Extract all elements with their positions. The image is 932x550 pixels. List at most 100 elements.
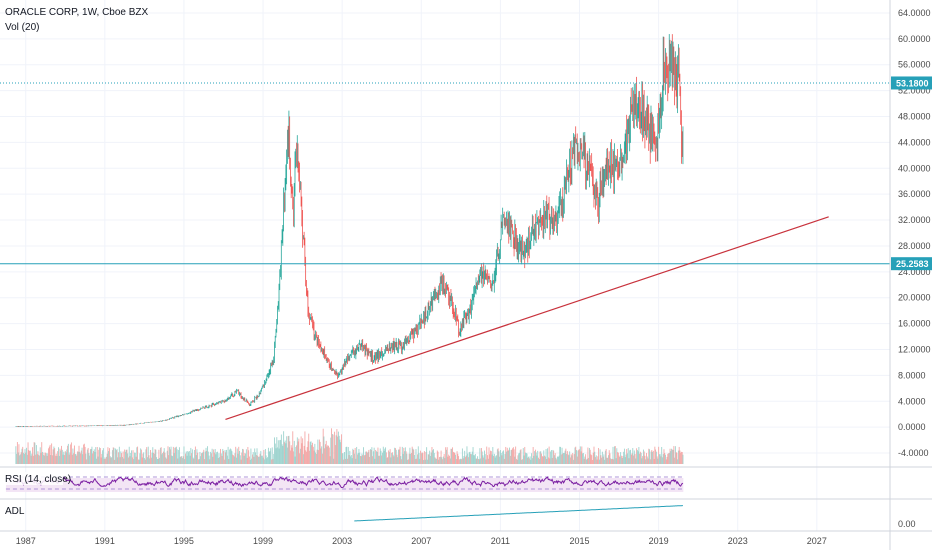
volume-bar: [418, 453, 420, 464]
volume-bar: [19, 454, 21, 464]
volume-bar: [580, 451, 582, 464]
volume-bar: [236, 448, 238, 464]
price-axis-labels[interactable]: 64.0000 60.0000 56.0000 52.0000 48.0000 44.00…: [898, 8, 931, 458]
volume-bar: [425, 452, 427, 464]
volume-bar: [493, 453, 495, 464]
volume-bar: [659, 454, 661, 464]
volume-bar: [656, 456, 658, 464]
horizontal-lines[interactable]: [0, 82, 890, 265]
volume-bar: [452, 447, 453, 464]
volume-bar: [47, 453, 49, 464]
volume-bar: [251, 454, 253, 464]
volume-bar: [601, 457, 603, 464]
volume-bar: [293, 440, 295, 464]
price-tick-label: 52.0000: [898, 86, 931, 96]
volume-bar: [325, 444, 326, 464]
volume-bar: [600, 455, 602, 464]
volume-bar: [195, 455, 197, 464]
volume-bar: [192, 457, 194, 464]
volume-bar: [681, 451, 683, 464]
volume-bar: [249, 459, 251, 464]
volume-bar: [118, 452, 120, 464]
volume-bar: [354, 448, 356, 464]
volume-bar: [172, 456, 174, 464]
volume-bar: [342, 453, 344, 464]
volume-bar: [194, 449, 196, 464]
volume-bar: [670, 451, 672, 464]
volume-bar: [198, 459, 200, 464]
trendline[interactable]: [225, 216, 829, 420]
volume-bar: [671, 448, 673, 464]
volume-bar: [679, 450, 681, 464]
volume-bar: [45, 452, 46, 464]
volume-bar: [611, 458, 613, 464]
volume-bar: [436, 458, 437, 464]
volume-bar: [44, 455, 46, 464]
volume-bar: [225, 452, 227, 464]
volume-bar: [637, 451, 639, 464]
volume-label: Vol (20): [5, 22, 39, 33]
volume-bar: [598, 459, 600, 464]
volume-bar: [455, 459, 457, 464]
volume-bar: [632, 448, 634, 464]
volume-bar: [156, 457, 158, 464]
volume-bar: [58, 447, 59, 464]
volume-bar: [104, 457, 106, 464]
volume-bar: [398, 449, 400, 464]
volume-bar: [369, 449, 371, 464]
volume-bar: [582, 453, 584, 464]
volume-bar: [268, 451, 270, 464]
volume-bar: [217, 458, 219, 464]
adl-axis-value: 0.00: [898, 519, 916, 529]
volume-bar: [595, 455, 597, 464]
volume-bar: [565, 448, 567, 464]
volume-bar: [274, 437, 275, 464]
volume-bar: [190, 447, 192, 464]
volume-bar: [524, 446, 526, 464]
volume-bar: [658, 454, 660, 464]
volume-bar: [560, 446, 561, 464]
volume-bar: [506, 451, 507, 464]
price-tick-label: 8.0000: [898, 370, 926, 380]
price-candles: [15, 34, 684, 428]
volume-bar: [92, 453, 94, 464]
volume-bar: [179, 457, 181, 464]
volume-bar: [204, 451, 206, 464]
volume-bar: [445, 449, 447, 464]
volume-bar: [407, 459, 409, 464]
volume-bar: [658, 446, 660, 464]
volume-bar: [570, 454, 572, 464]
volume-bar: [606, 457, 608, 464]
volume-bar: [585, 454, 587, 464]
volume-bar: [626, 449, 628, 464]
volume-bar: [322, 428, 324, 464]
volume-bar: [420, 450, 422, 464]
time-axis-labels[interactable]: 1987 1991 1995 1999 2003 2007 2011 2015 2019 2023…: [16, 536, 827, 546]
price-tick-label: 4.0000: [898, 396, 926, 406]
volume-bar: [639, 451, 641, 464]
volume-bar: [308, 433, 310, 464]
volume-bar: [39, 455, 40, 464]
volume-bar: [421, 452, 423, 464]
volume-bar: [60, 450, 62, 464]
volume-bar: [357, 453, 359, 464]
price-tick-label: 48.0000: [898, 112, 931, 122]
volume-bar: [589, 449, 591, 464]
volume-bar: [86, 449, 88, 464]
volume-bar: [563, 452, 565, 464]
volume-bar: [264, 448, 266, 464]
volume-bar: [298, 438, 300, 464]
volume-bar: [591, 455, 593, 464]
volume-bar: [169, 447, 170, 464]
volume-bar: [665, 454, 666, 464]
volume-bar: [488, 447, 490, 464]
volume-bar: [312, 446, 314, 464]
volume-bar: [513, 449, 515, 464]
volume-bar: [244, 453, 246, 464]
volume-bar: [408, 453, 410, 464]
volume-bar: [29, 450, 31, 464]
volume-bar: [255, 452, 256, 464]
volume-bar: [40, 452, 42, 464]
volume-bar: [378, 455, 380, 464]
